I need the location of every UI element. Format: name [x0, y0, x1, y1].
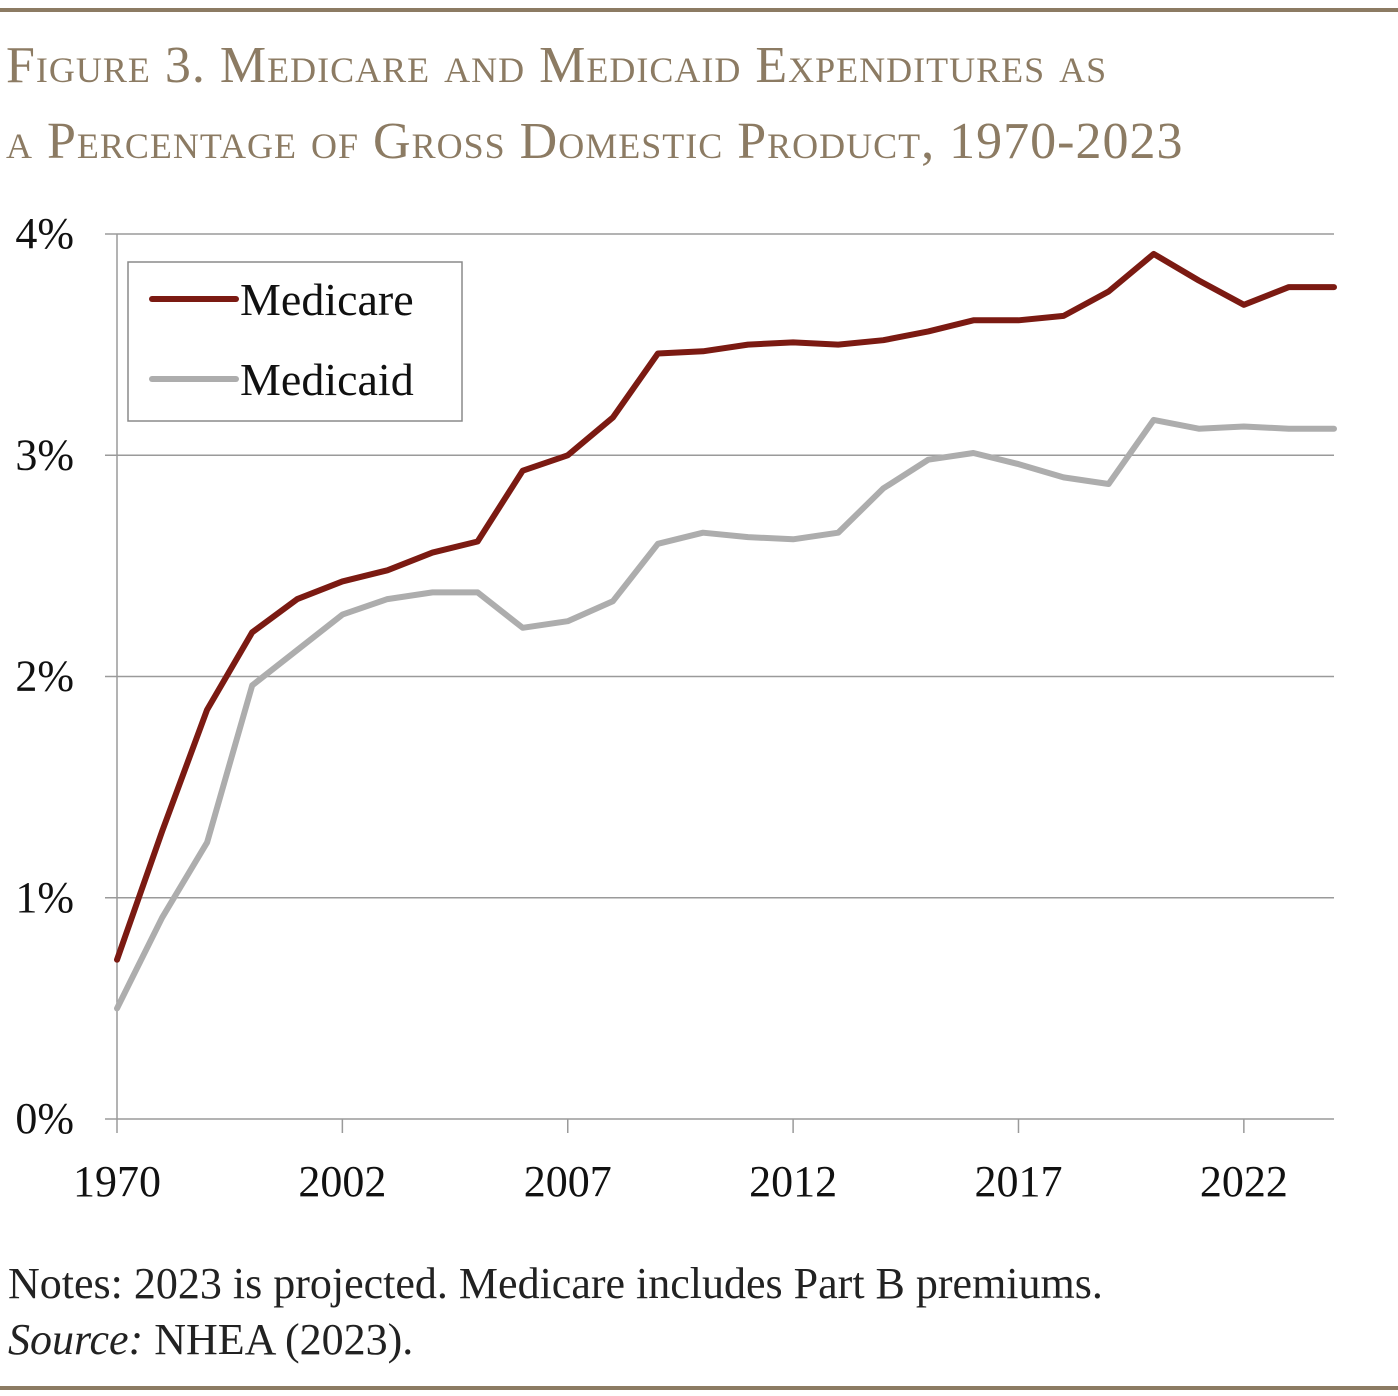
title-line-2: a Percentage of Gross Domestic Product, … — [6, 113, 1184, 170]
series-lines — [114, 250, 1337, 1012]
y-tick-label: 2% — [15, 652, 74, 701]
y-tick-label: 4% — [15, 209, 74, 258]
x-tick-label: 2012 — [749, 1157, 837, 1206]
title-line-1: Figure 3. Medicare and Medicaid Expendit… — [6, 37, 1108, 94]
source-text: NHEA (2023). — [143, 1315, 414, 1364]
medicare-line — [114, 250, 1337, 963]
source-label: Source: — [8, 1315, 144, 1364]
legend-label-medicaid: Medicaid — [240, 354, 414, 405]
notes-line: Notes: 2023 is projected. Medicare inclu… — [8, 1259, 1103, 1308]
legend-label-medicare: Medicare — [240, 274, 414, 325]
source-line: Source: NHEA (2023). — [8, 1312, 1398, 1368]
line-chart: 0% 1% 2% 3% 4% 1970 2002 2007 2012 2017 2022 Medic… — [15, 209, 1337, 1206]
y-tick-label: 3% — [15, 430, 74, 479]
chart-title: Figure 3. Medicare and Medicaid Expendit… — [6, 28, 1398, 180]
notes-block: Notes: 2023 is projected. Medicare inclu… — [8, 1256, 1398, 1368]
medicaid-line — [114, 416, 1337, 1012]
x-tick-label: 2022 — [1200, 1157, 1288, 1206]
x-tick-label: 2017 — [974, 1157, 1062, 1206]
bottom-rule — [0, 1386, 1398, 1390]
y-tick-label: 0% — [15, 1094, 74, 1143]
x-tick-label: 1970 — [73, 1157, 161, 1206]
top-rule — [0, 8, 1398, 12]
legend-box — [127, 261, 463, 422]
x-tick-label: 2007 — [524, 1157, 612, 1206]
legend: Medicare Medicaid — [127, 261, 463, 422]
y-tick-label: 1% — [15, 873, 74, 922]
axes: 0% 1% 2% 3% 4% 1970 2002 2007 2012 2017 2022 — [15, 209, 1334, 1206]
x-tick-label: 2002 — [298, 1157, 386, 1206]
